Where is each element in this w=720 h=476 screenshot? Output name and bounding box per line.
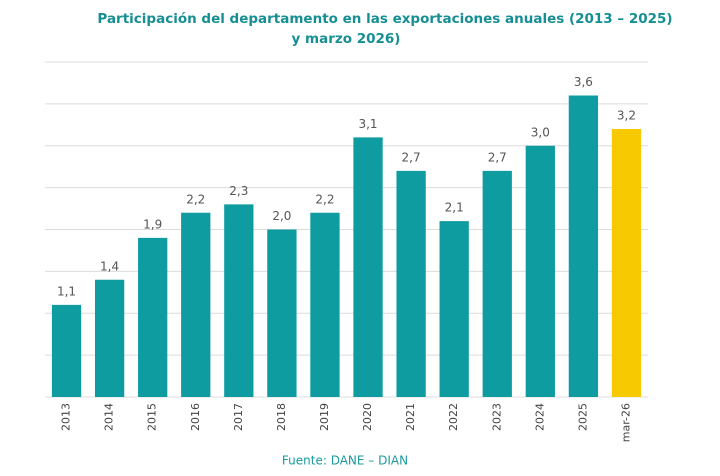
x-tick-label: 2024 xyxy=(533,403,546,431)
x-tick-label: 2020 xyxy=(361,403,374,431)
value-label: 2,7 xyxy=(488,150,507,164)
chart-title: y marzo 2026) xyxy=(292,31,401,47)
bar xyxy=(138,237,168,397)
x-tick-label: 2025 xyxy=(576,403,589,431)
value-label: 2,3 xyxy=(229,184,248,198)
chart-title: Participación del departamento en las ex… xyxy=(97,11,672,27)
value-label: 2,7 xyxy=(402,150,421,164)
bar xyxy=(267,229,297,397)
value-label: 3,6 xyxy=(574,75,593,89)
value-label: 1,9 xyxy=(143,217,162,231)
x-tick-label: 2017 xyxy=(232,403,245,431)
source: Fuente: DANE – DIAN xyxy=(282,454,408,468)
x-tick-label: 2015 xyxy=(146,403,159,431)
value-label: 2,0 xyxy=(272,209,291,223)
x-tick-label: 2014 xyxy=(103,403,116,431)
x-tick-label: 2023 xyxy=(490,403,503,431)
value-label: 1,1 xyxy=(57,284,76,298)
value-label: 2,2 xyxy=(186,192,205,206)
bar xyxy=(439,221,469,397)
value-label: 1,4 xyxy=(100,259,119,273)
x-tick-label: 2019 xyxy=(318,403,331,431)
x-tick-label: mar-26 xyxy=(619,403,632,442)
bar xyxy=(310,212,340,397)
x-tick-label: 2016 xyxy=(189,403,202,431)
bar xyxy=(51,304,82,397)
x-tick-label: 2022 xyxy=(447,403,460,431)
value-label: 3,0 xyxy=(531,125,550,139)
x-tick-label: 2013 xyxy=(60,403,73,431)
value-label: 2,2 xyxy=(315,192,334,206)
bar xyxy=(611,129,642,397)
bar xyxy=(482,170,512,397)
bar xyxy=(224,204,254,397)
value-label: 2,1 xyxy=(445,201,464,215)
bar xyxy=(353,137,383,397)
bar xyxy=(396,170,426,397)
bar xyxy=(525,145,555,397)
x-tick-label: 2018 xyxy=(275,403,288,431)
value-label: 3,2 xyxy=(617,109,636,123)
bar xyxy=(181,212,211,397)
bar xyxy=(94,279,125,397)
bar xyxy=(568,95,599,397)
x-tick-label: 2021 xyxy=(404,403,417,431)
value-label: 3,1 xyxy=(358,117,377,131)
